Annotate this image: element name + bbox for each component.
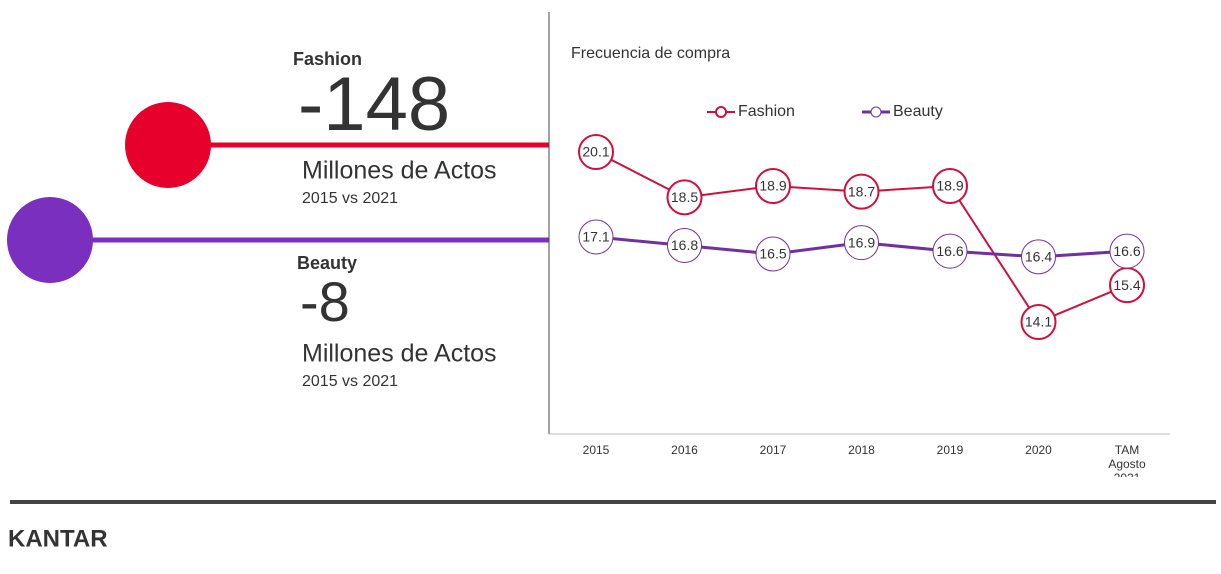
- kpi-unit: Millones de Actos: [302, 157, 497, 185]
- x-tick-label: TAM Agosto 2021: [1108, 443, 1146, 477]
- data-label: 18.7: [848, 183, 875, 199]
- logo: KANTAR: [8, 525, 108, 552]
- kpi-value: -8: [300, 270, 350, 333]
- data-label: 20.1: [582, 144, 609, 160]
- x-tick-label: 2015: [582, 443, 610, 457]
- data-label: 16.5: [759, 246, 786, 262]
- x-tick-label: 2016: [671, 443, 698, 457]
- data-label: 16.9: [848, 234, 875, 250]
- data-label: 16.6: [1113, 243, 1140, 259]
- data-label: 18.5: [671, 189, 698, 205]
- legend-marker: [870, 106, 882, 118]
- data-label: 15.4: [1113, 277, 1140, 293]
- legend-label: Fashion: [738, 103, 795, 120]
- legend-marker: [715, 106, 727, 118]
- kpi-period: 2015 vs 2021: [302, 373, 398, 390]
- point-marker: [932, 233, 968, 269]
- data-label: 18.9: [936, 178, 963, 194]
- data-label: 16.6: [936, 243, 963, 259]
- x-tick-label-box: 2019: [936, 443, 964, 457]
- kpi-period: 2015 vs 2021: [302, 190, 398, 207]
- data-label: 16.8: [671, 237, 698, 253]
- x-tick-label: 2019: [936, 443, 964, 457]
- point-marker: [844, 225, 879, 261]
- kpi-value: -148: [298, 62, 450, 147]
- x-tick-label: 2017: [759, 443, 787, 457]
- point-marker: [667, 228, 702, 263]
- point-marker: [1021, 239, 1056, 275]
- fashion-dot: [125, 102, 211, 188]
- kpi-unit: Millones de Actos: [302, 340, 497, 368]
- x-tick-label: 2020: [1025, 443, 1052, 457]
- kpi-name: Fashion: [293, 49, 362, 69]
- x-tick-label-box: 2018: [848, 443, 875, 457]
- point-marker: [755, 168, 791, 204]
- point-marker: [666, 179, 703, 216]
- point-marker: [1109, 233, 1145, 269]
- data-label: 17.1: [582, 229, 609, 245]
- point-marker: [932, 168, 968, 204]
- x-tick-label-box: 2016: [671, 443, 698, 457]
- data-label: 16.4: [1025, 249, 1052, 265]
- x-tick-label: 2018: [848, 443, 875, 457]
- legend-label: Beauty: [893, 103, 943, 120]
- beauty-dot: [7, 197, 93, 283]
- x-tick-label-box: 2020: [1025, 443, 1052, 457]
- kpi-name: Beauty: [297, 253, 357, 273]
- point-marker: [755, 236, 791, 272]
- data-label: 14.1: [1025, 314, 1052, 330]
- chart-title: Frecuencia de compra: [571, 45, 730, 62]
- point-marker: [578, 219, 614, 255]
- point-marker: [843, 173, 880, 210]
- point-marker: [578, 134, 614, 170]
- data-label: 18.9: [759, 178, 786, 194]
- x-tick-label-box: 2017: [759, 443, 787, 457]
- x-tick-label-box: 2015: [582, 443, 610, 457]
- x-tick-label-box: TAM Agosto 2021: [1108, 443, 1146, 477]
- point-marker: [1020, 304, 1057, 340]
